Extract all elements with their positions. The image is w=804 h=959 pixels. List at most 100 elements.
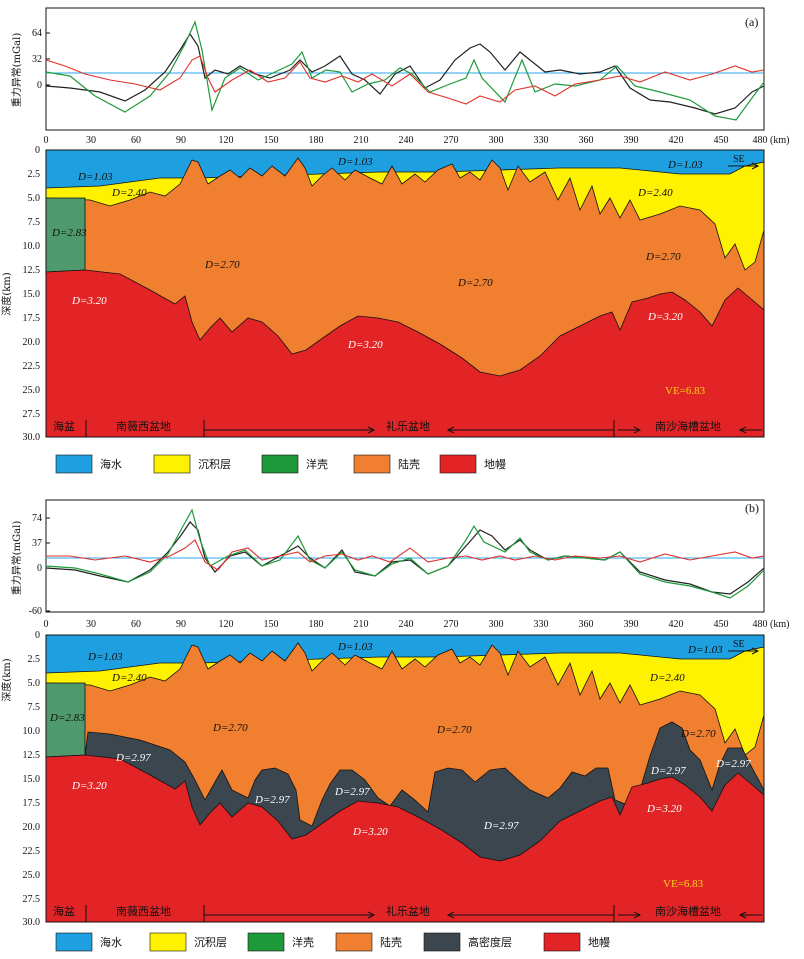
depth-tick: 17.5 <box>23 313 41 324</box>
region-label: 海盆 <box>53 419 75 433</box>
density-label: D=3.20 <box>352 826 388 838</box>
legend-label: 陆壳 <box>398 457 420 471</box>
region-label: 南沙海槽盆地 <box>655 904 721 918</box>
region-label: 礼乐盆地 <box>386 904 430 918</box>
x-tick: 270 <box>444 135 459 146</box>
density-label: D=2.97 <box>334 786 370 798</box>
x-tick: 180 <box>309 619 324 630</box>
region-label: 海盆 <box>53 904 75 918</box>
region-arrow-head <box>738 911 747 919</box>
legend-swatch-continental-crust <box>353 454 391 474</box>
cross-section-b: 0 2.5 5.0 7.5 10.0 12.5 15.0 17.5 20.0 2… <box>0 630 765 928</box>
density-label: D=1.03 <box>337 641 373 653</box>
depth-tick: 17.5 <box>23 798 41 809</box>
legend-label: 洋壳 <box>292 935 314 949</box>
km-unit: (km) <box>770 135 789 146</box>
residual-gravity-curve-a <box>45 55 765 105</box>
density-label: D=2.70 <box>457 277 493 289</box>
depth-axis-title-b: 深度(km) <box>0 658 13 701</box>
legend-swatch-sediment <box>149 932 187 952</box>
x-tick: 270 <box>444 619 459 630</box>
legend-label: 陆壳 <box>380 935 402 949</box>
region-arrow-head <box>633 911 642 919</box>
depth-axis-b: 0 2.5 5.0 7.5 10.0 12.5 15.0 17.5 20.0 2… <box>0 630 40 928</box>
legend-swatch-sediment <box>153 454 191 474</box>
x-tick: 360 <box>579 135 594 146</box>
legend-swatch-high-density <box>423 932 461 952</box>
depth-tick: 12.5 <box>23 265 41 276</box>
gravity-tick: 0 <box>37 80 42 91</box>
density-label: D=1.03 <box>87 651 123 663</box>
x-tick: 450 <box>714 619 729 630</box>
density-label: D=1.03 <box>337 156 373 168</box>
x-axis-a: 0 30 60 90 120 150 180 210 240 270 300 3… <box>44 135 790 146</box>
x-tick: 360 <box>579 619 594 630</box>
density-label: D=1.03 <box>77 171 113 183</box>
depth-tick: 27.5 <box>23 894 41 905</box>
depth-tick: 30.0 <box>23 917 41 928</box>
km-unit: (km) <box>770 619 789 630</box>
mantle-layer-b <box>45 754 765 923</box>
x-tick: 0 <box>44 135 49 146</box>
legend-label: 地幔 <box>484 458 506 471</box>
density-label: D=2.83 <box>51 227 87 239</box>
density-label: D=2.40 <box>637 187 673 199</box>
density-label: D=2.97 <box>254 794 290 806</box>
density-label: D=3.20 <box>71 295 107 307</box>
depth-tick: 2.5 <box>28 169 41 180</box>
legend-swatch-seawater <box>55 932 93 952</box>
density-label: D=2.70 <box>436 724 472 736</box>
density-label: D=2.40 <box>111 187 147 199</box>
depth-tick: 15.0 <box>23 289 41 300</box>
residual-gravity-curve-b <box>46 539 765 571</box>
density-label: D=3.20 <box>646 803 682 815</box>
x-tick: 120 <box>219 619 234 630</box>
x-tick: 240 <box>399 135 414 146</box>
x-tick: 300 <box>489 135 504 146</box>
panel-b: (b) 74 37 0 -60 重力异常(mGal) 0 30 60 90 12… <box>0 499 790 952</box>
region-arrow-head <box>367 911 376 919</box>
density-label: D=1.03 <box>667 159 703 171</box>
gravity-tick: -60 <box>29 606 42 617</box>
x-tick: 390 <box>624 135 639 146</box>
x-tick: 210 <box>354 619 369 630</box>
legend-label: 地幔 <box>588 936 610 949</box>
density-label: D=3.20 <box>647 311 683 323</box>
depth-tick: 5.0 <box>28 678 41 689</box>
density-label: D=2.83 <box>49 712 85 724</box>
depth-tick: 25.0 <box>23 870 41 881</box>
gravity-tick: 74 <box>32 513 42 524</box>
density-label: D=2.97 <box>115 752 151 764</box>
legend-b: 海水 沉积层 洋壳 陆壳 高密度层 地幔 <box>55 932 610 952</box>
x-axis-b: 0 30 60 90 120 150 180 210 240 270 300 3… <box>44 619 790 630</box>
depth-tick: 15.0 <box>23 774 41 785</box>
depth-tick: 12.5 <box>23 750 41 761</box>
section-frame-b <box>45 634 765 923</box>
panel-label-b: (b) <box>745 501 759 515</box>
depth-tick: 7.5 <box>28 217 41 228</box>
region-arrow-head <box>633 426 642 434</box>
density-label: D=2.70 <box>204 259 240 271</box>
se-label-b: SE <box>733 639 745 650</box>
gravity-axis-title-a: 重力异常(mGal) <box>10 33 23 108</box>
x-tick: 180 <box>309 135 324 146</box>
gravity-axis-title-b: 重力异常(mGal) <box>10 521 23 596</box>
density-label: D=2.40 <box>111 672 147 684</box>
depth-tick: 30.0 <box>23 432 41 443</box>
se-label-a: SE <box>733 154 745 165</box>
gravity-tick: 37 <box>32 538 42 549</box>
x-tick: 90 <box>176 135 186 146</box>
depth-axis-title-a: 深度(km) <box>0 272 13 315</box>
density-label: D=2.40 <box>649 672 685 684</box>
legend-label: 海水 <box>100 935 122 949</box>
x-tick: 90 <box>176 619 186 630</box>
gravity-tick: 32 <box>32 54 42 65</box>
density-label: D=2.70 <box>680 728 716 740</box>
x-tick: 30 <box>86 135 96 146</box>
gravity-tick: 0 <box>37 563 42 574</box>
x-tick: 60 <box>131 619 141 630</box>
x-tick: 330 <box>534 135 549 146</box>
depth-axis-a: 0 2.5 5.0 7.5 10.0 12.5 15.0 17.5 20.0 2… <box>0 145 40 443</box>
gravity-ticks-a: 64 32 0 <box>32 28 50 91</box>
